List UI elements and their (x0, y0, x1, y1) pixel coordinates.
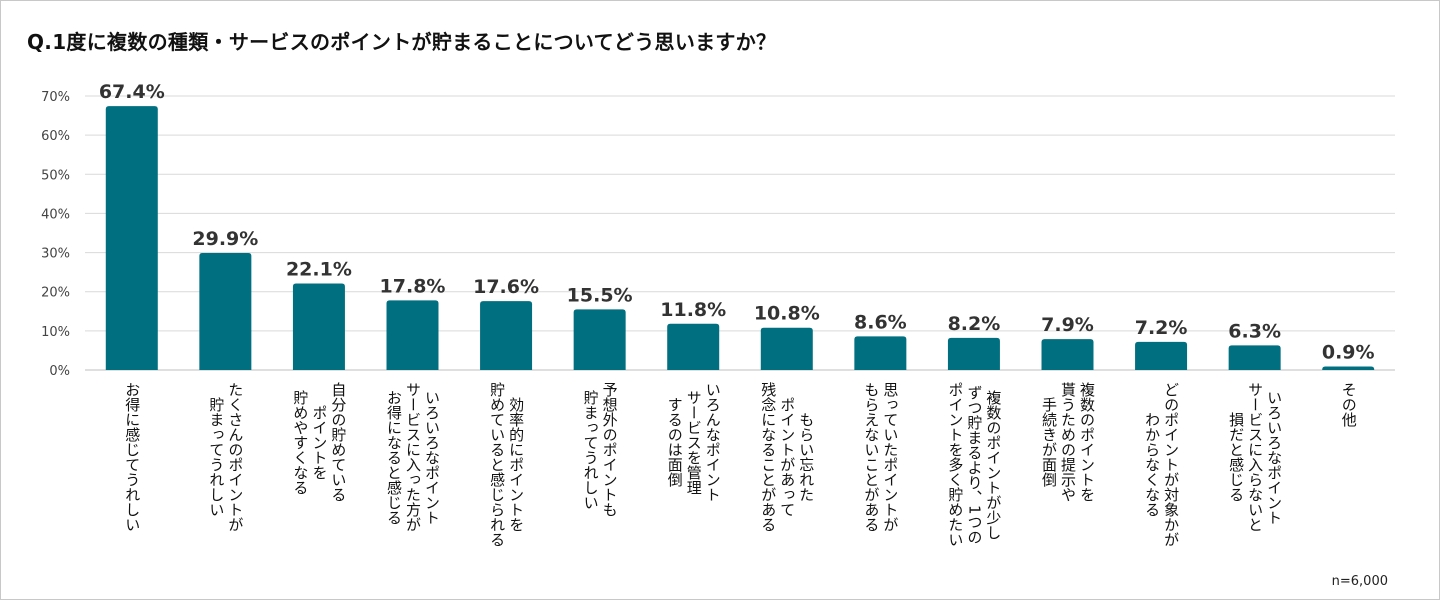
data-label: 17.6% (473, 276, 539, 298)
category-label: たくさんのポイントが 貯まってうれしい (207, 382, 245, 532)
category-label: どのポイントが対象かが わからなくなる (1143, 382, 1181, 547)
data-label: 22.1% (286, 258, 352, 280)
data-label: 17.8% (380, 275, 446, 297)
y-tick-label: 50% (41, 168, 70, 183)
category-label: 自分の貯めている ポイントを 貯めやすくなる (291, 382, 348, 502)
category-label: 効率的にポイントを 貯めていると感じられる (488, 382, 526, 547)
category-label: もらい忘れた ポイントがあって 残念になることがある (759, 382, 816, 532)
category-label: 予想外のポイントも 貯まってうれしい (581, 382, 619, 517)
category-label: いろいろなポイント サービスに入らないと 損だと感じる (1227, 382, 1284, 532)
data-label: 7.9% (1041, 314, 1094, 336)
bar (1322, 366, 1375, 370)
data-label: 8.2% (948, 313, 1001, 335)
data-label: 67.4% (99, 81, 165, 103)
data-label: 8.6% (854, 311, 907, 333)
y-tick-label: 0% (49, 364, 70, 379)
bar (1135, 341, 1188, 370)
bar (1041, 339, 1094, 370)
category-label: 複数のポイントを 貰うための提示や 手続きが面倒 (1040, 382, 1096, 502)
data-label: 15.5% (567, 284, 633, 306)
y-tick-label: 10% (41, 325, 70, 340)
bar (480, 301, 533, 370)
category-label: 思っていたポイントが もらえないことがある (862, 382, 900, 532)
bar (1228, 345, 1281, 370)
data-label: 10.8% (754, 303, 820, 325)
data-label: 11.8% (660, 299, 726, 321)
bar (573, 309, 626, 370)
bar (947, 337, 1000, 370)
data-label: 7.2% (1135, 317, 1188, 339)
bar (760, 327, 813, 370)
data-label: 29.9% (192, 228, 258, 250)
bar (386, 300, 439, 370)
category-label: その他 (1339, 382, 1358, 427)
y-tick-label: 60% (41, 129, 70, 144)
y-tick-label: 30% (41, 247, 70, 262)
bar (199, 252, 252, 370)
bar (854, 336, 907, 370)
y-tick-label: 70% (41, 90, 70, 105)
data-label: 6.3% (1228, 320, 1281, 342)
bar (105, 106, 158, 371)
category-label: いろいろなポイント サービスに入った方が お得になると感じる (385, 382, 441, 532)
category-label: お得に感じてうれしい (123, 382, 142, 532)
y-tick-label: 40% (41, 207, 70, 222)
data-label: 0.9% (1322, 341, 1375, 363)
bar (292, 283, 345, 370)
y-tick-label: 20% (41, 286, 70, 301)
sample-size-note: n=6,000 (1331, 574, 1388, 589)
category-label: いろんなポイント サービスを管理 するのは面倒 (665, 382, 722, 502)
bar (667, 323, 720, 370)
category-label: 複数のポイントが少し ずつ貯まるより、1つの ポイントを多く貯めたい (946, 382, 1003, 547)
chart-title: Q.1度に複数の種類・サービスのポイントが貯まることについてどう思いますか？ (27, 30, 777, 54)
